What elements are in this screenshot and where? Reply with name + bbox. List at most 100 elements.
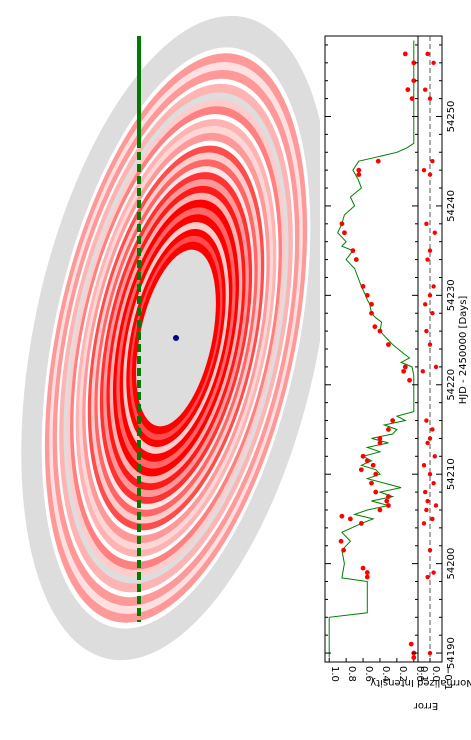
x-tick-label: 54240 [446,190,457,222]
data-point [373,471,379,477]
star-dot [173,335,179,341]
residual-point [421,167,427,173]
ring-diagram [21,15,320,661]
x-tick-label: 54250 [446,101,457,133]
data-point [377,507,383,513]
y-tick-label: 0.8 [346,666,357,682]
residual-point [427,436,433,441]
data-point [350,248,356,254]
data-point [364,574,370,580]
residual-point [430,159,435,164]
y-tick-label: 0.4 [380,666,391,682]
error-tick-label: −0.1 [442,666,453,690]
data-point [373,489,379,495]
data-point [377,328,383,334]
data-point [386,503,391,508]
data-point [358,467,364,473]
data-point [369,301,374,307]
error-axis-label: Error [413,700,438,711]
residual-point [432,230,437,235]
light-curve-frame [324,35,419,663]
data-point [360,565,366,571]
data-point [356,167,362,173]
data-point [364,458,370,464]
residual-point [430,311,435,316]
data-point [353,257,359,262]
light-curve-panel: 0.0 0.2 0.4 0.6 0.8 1.0 [324,35,425,682]
residual-point [427,548,433,553]
data-point [386,494,391,499]
residual-point [427,172,433,177]
data-point [356,172,362,178]
residual-point [423,302,428,307]
residual-point [425,257,430,262]
residual-point [427,96,433,101]
x-tick-label: 54190 [446,637,457,669]
x-tick-label: 54220 [446,369,457,401]
data-point [360,453,366,459]
residual-point [424,328,429,334]
data-point [339,513,345,519]
residual-point [431,570,436,575]
residual-point [430,516,435,522]
residual-point [427,293,433,298]
data-point [342,230,347,236]
y-tick-label: 0.0 [414,666,425,682]
residual-point [427,342,433,347]
data-point [360,284,366,289]
residual-point [424,507,429,513]
data-point [409,96,415,101]
residual-point [420,369,425,374]
y-tick-label: 0.2 [397,666,408,682]
residual-point [433,503,439,508]
residual-point [421,521,427,526]
error-tick-label: 0.1 [418,666,429,682]
data-point [339,221,345,227]
residual-point [430,427,435,432]
y-tick-label: 0.6 [363,666,374,682]
residual-point [431,480,436,486]
data-point [408,641,414,647]
x-tick-label: 54210 [446,458,457,490]
data-point [364,292,370,298]
x-axis-label: HJD - 2450000 [Days] [458,296,469,405]
residual-point [427,248,433,253]
residual-point [427,472,433,477]
residual-point [424,418,429,423]
residual-point [433,364,439,370]
data-point [405,87,411,93]
residual-point [425,440,430,446]
x-tick-label: 54230 [446,279,457,311]
residual-point [421,463,427,468]
data-point [375,158,381,164]
data-point [384,498,390,504]
data-point [377,436,383,441]
residual-point [424,221,429,226]
y-tick-label: 1.0 [329,666,340,682]
residual-point [427,650,433,656]
y-axis-label: Normalized Intensity [370,677,471,688]
data-point [372,324,378,330]
residual-point [425,498,430,504]
data-point [377,440,383,446]
residual-point [423,489,428,495]
data-point [409,664,414,669]
data-point [369,480,374,486]
data-point [411,60,417,66]
data-point [358,520,364,526]
data-point [341,547,346,553]
data-point [364,570,370,575]
error-tick-label: 0.0 [430,666,441,682]
data-point [338,538,344,544]
data-point [411,655,417,660]
data-point [386,427,391,432]
residual-point [432,454,437,459]
data-point [411,78,417,84]
data-point [407,377,412,383]
residual-point [431,284,436,289]
residual-point [425,51,430,57]
residual-panel: −0.10.00.1 [417,35,453,690]
data-point [402,51,408,57]
data-point [386,342,391,347]
